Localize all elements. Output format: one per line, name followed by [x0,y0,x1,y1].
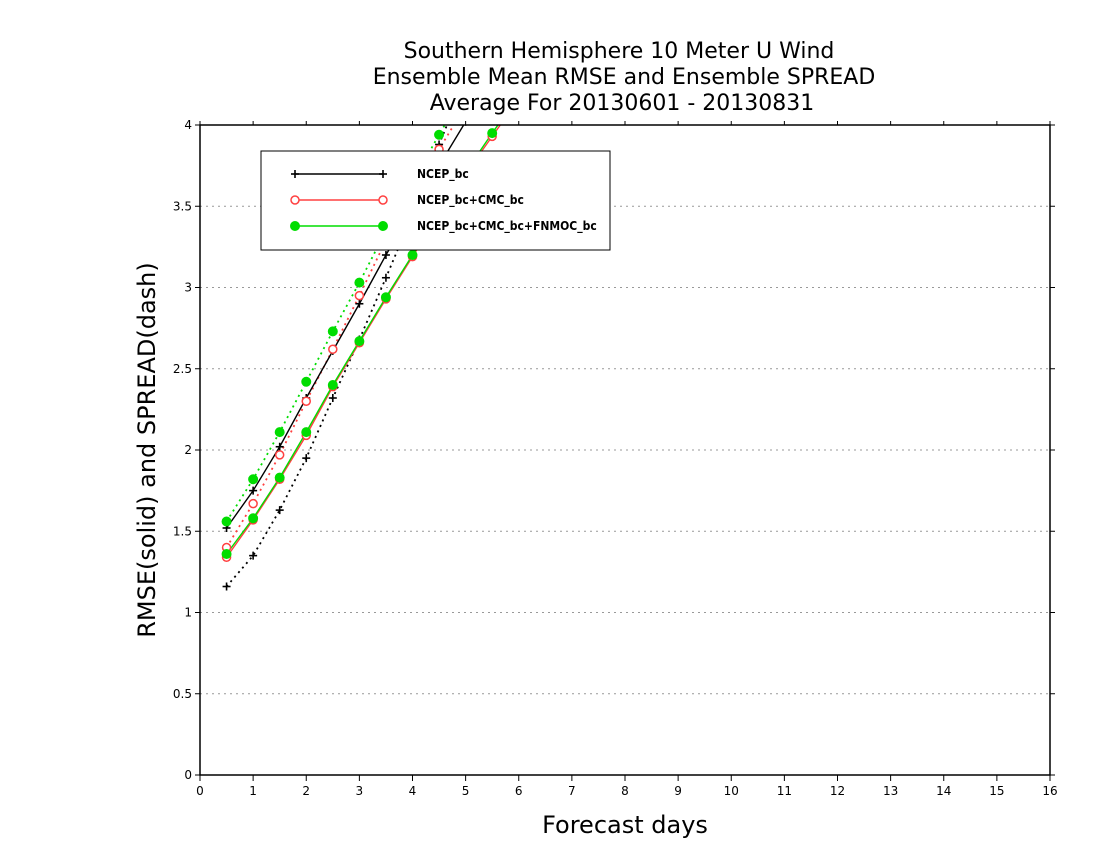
rmse-point-series-3 [248,513,259,524]
legend-marker-start [291,170,299,178]
x-tick-label: 16 [1042,784,1057,798]
y-tick-label: 2.5 [173,362,192,376]
legend-item: NCEP_bc+CMC_bc [290,193,524,208]
x-tick-label: 6 [515,784,523,798]
spread-point-series-1 [328,394,337,402]
y-tick-label: 4 [184,118,192,132]
rmse-point-series-1 [249,486,258,495]
x-tick-label: 3 [356,784,364,798]
legend-label: NCEP_bc+CMC_bc+FNMOC_bc [417,219,597,234]
spread-point-series-2 [301,396,311,406]
spread-point-series-2 [274,450,285,460]
spread-point-series-2 [515,20,523,28]
spread-point-series-3 [248,474,259,485]
legend-marker-end [378,221,388,231]
spread-point-series-1 [488,15,496,23]
spread-point-series-3 [327,326,338,337]
x-tick-label: 9 [674,784,682,798]
rmse-point-series-3 [221,549,232,559]
x-tick-label: 10 [724,784,739,798]
spread-point-series-1 [222,582,231,591]
rmse-point-series-3 [487,128,498,139]
title-line-3: Average For 20130601 - 20130831 [430,91,815,116]
y-tick-label: 0.5 [173,687,192,701]
spread-point-series-2 [248,498,258,509]
rmse-point-series-3 [380,292,391,303]
chart-title: Southern Hemisphere 10 Meter U Wind Ense… [373,39,876,116]
legend-label: NCEP_bc+CMC_bc [417,193,524,208]
rmse-point-series-3 [354,336,365,347]
spread-point-series-2 [354,290,365,301]
x-tick-label: 13 [883,784,898,798]
legend-marker-start [290,195,300,205]
y-tick-label: 3.5 [173,199,192,213]
spread-point-series-2 [328,344,338,354]
spread-point-series-1 [381,273,390,282]
rmse-point-series-1 [355,299,364,308]
spread-point-series-3 [354,277,365,288]
rmse-point-series-3 [327,380,338,390]
y-tick-label: 1.5 [173,524,192,538]
x-tick-label: 11 [777,784,792,798]
x-axis-label: Forecast days [542,811,708,839]
spread-point-series-3 [434,129,445,140]
title-line-2: Ensemble Mean RMSE and Ensemble SPREAD [373,65,876,90]
y-tick-label: 3 [184,281,192,295]
x-tick-label: 2 [302,784,310,798]
x-tick-label: 8 [621,784,629,798]
spread-point-series-3 [514,4,523,13]
rmse-point-series-1 [381,251,390,259]
x-tick-label: 12 [830,784,845,798]
x-tick-label: 0 [196,784,204,798]
legend-marker-end [379,170,387,178]
axes: 00.511.522.533.540 1 2 3 4 5 6 7 8 9 10 11 12 13 14 15 1… [173,118,1058,798]
rmse-point-series-3 [301,427,312,438]
x-tick-label: 14 [936,784,951,798]
spread-line-series-2 [225,125,455,548]
legend: NCEP_bc NCEP_bc+CMC_bc NCEP_bc+CMC_bc+FNMO… [260,150,611,251]
x-tick-label: 5 [462,784,470,798]
legend-marker-start [290,221,300,231]
legend-item: NCEP_bc [291,167,469,182]
rmse-point-series-1 [275,442,284,451]
series-layer [221,4,523,591]
y-axis-label: RMSE(solid) and SPREAD(dash) [133,262,161,638]
y-tick-label: 1 [184,606,192,620]
spread-point-series-3 [221,516,232,527]
spread-line-series-1 [225,125,449,588]
title-line-1: Southern Hemisphere 10 Meter U Wind [404,39,835,64]
rmse-point-series-3 [407,250,418,260]
y-tick-label: 0 [184,768,192,782]
spread-point-series-3 [274,427,285,438]
y-tick-label: 2 [184,443,192,457]
spread-point-series-1 [249,551,258,560]
spread-point-series-1 [275,506,284,515]
x-tick-label: 15 [989,784,1004,798]
legend-marker-end [378,195,388,205]
legend-label: NCEP_bc [417,167,469,182]
spread-point-series-3 [301,376,312,387]
x-tick-label: 1 [249,784,257,798]
legend-item: NCEP_bc+CMC_bc+FNMOC_bc [290,219,597,234]
x-tick-label: 4 [409,784,417,798]
rmse-point-series-3 [274,472,285,483]
spread-point-series-1 [302,454,311,463]
x-tick-label: 7 [568,784,576,798]
